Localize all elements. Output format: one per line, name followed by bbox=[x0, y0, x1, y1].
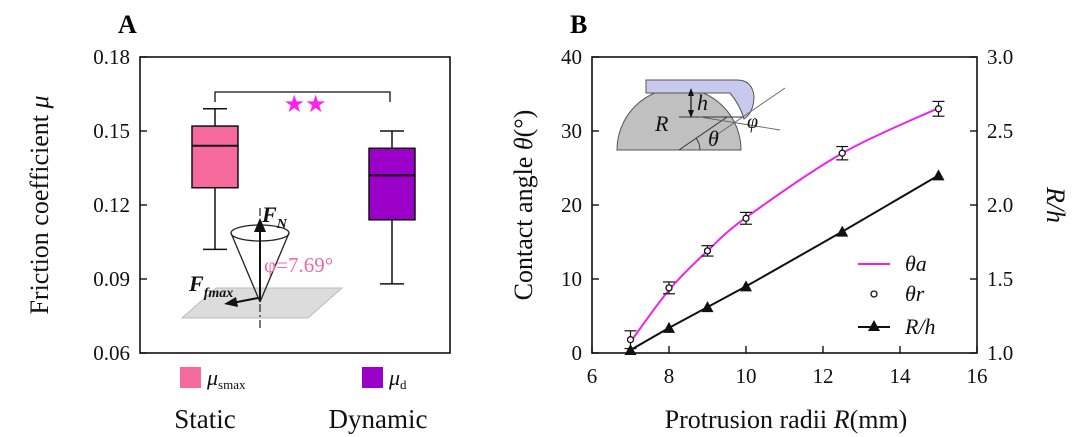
protrusion-inset: R h θ φ bbox=[616, 79, 786, 151]
y-tick-label: 30 bbox=[561, 119, 582, 143]
y2-tick-label: 2.0 bbox=[987, 193, 1013, 217]
panel-b-x-title: Protrusion radii R(mm) bbox=[665, 405, 908, 434]
panel-a-label: A bbox=[118, 10, 137, 39]
inset-h-label: h bbox=[697, 90, 708, 115]
ground-plane bbox=[180, 287, 344, 319]
y-tick-label: 0 bbox=[572, 341, 583, 365]
category-static: Static bbox=[174, 404, 236, 434]
theta-r-point bbox=[934, 105, 943, 113]
y-tick-label: 10 bbox=[561, 267, 582, 291]
panel-b-y-ticks: 0 10 20 30 40 bbox=[561, 45, 599, 365]
box-body bbox=[191, 125, 239, 189]
y-tick-label: 0.06 bbox=[93, 341, 130, 365]
y2-tick-label: 3.0 bbox=[987, 45, 1013, 69]
inset-theta-label: θ bbox=[708, 126, 719, 151]
protrusion-shape bbox=[616, 87, 742, 151]
x-tick-label: 6 bbox=[587, 364, 598, 388]
fn-label: FN bbox=[261, 202, 288, 232]
panel-a-legend: μsmax μd bbox=[180, 365, 407, 392]
x-tick-label: 10 bbox=[736, 364, 757, 388]
legend-swatch-static bbox=[180, 367, 201, 388]
y2-tick-label: 2.5 bbox=[987, 119, 1013, 143]
panel-a-y-ticks: 0.06 0.09 0.12 0.15 0.18 bbox=[93, 45, 147, 365]
rh-marker bbox=[836, 225, 849, 237]
y-tick-label: 20 bbox=[561, 193, 582, 217]
panel-b-y-title: Contact angle θ(°) bbox=[509, 110, 538, 301]
fn-arrowhead bbox=[254, 218, 266, 232]
panel-b-legend: θa θr R/h bbox=[858, 251, 936, 339]
panel-b-series bbox=[624, 100, 945, 356]
box-body bbox=[368, 147, 416, 221]
rh-marker bbox=[932, 169, 945, 181]
x-tick-label: 8 bbox=[664, 364, 675, 388]
category-dynamic: Dynamic bbox=[329, 404, 428, 434]
h-arrowhead-bottom bbox=[688, 110, 694, 118]
legend-swatch-dynamic bbox=[362, 367, 383, 388]
rh-marker bbox=[624, 344, 637, 356]
x-tick-label: 12 bbox=[813, 364, 834, 388]
theta-r-point bbox=[742, 214, 750, 222]
panel-a-y-title: Friction coefficient μ bbox=[25, 95, 54, 314]
legend-label-theta-r: θr bbox=[905, 281, 925, 306]
inset-r-label: R bbox=[654, 111, 669, 136]
theta-r-point bbox=[703, 247, 712, 255]
theta-arc bbox=[695, 137, 701, 151]
y-tick-label: 0.15 bbox=[93, 119, 130, 143]
significance-stars: ★★ bbox=[283, 92, 326, 118]
significance-bracket bbox=[214, 91, 391, 102]
theta-r-point bbox=[838, 149, 846, 157]
y-tick-label: 0.18 bbox=[93, 45, 130, 69]
series-rh-line bbox=[630, 174, 940, 351]
theta-r-point bbox=[626, 336, 635, 344]
box-plots bbox=[191, 108, 416, 285]
y-tick-label: 0.09 bbox=[93, 267, 130, 291]
panel-b: 6 8 10 12 14 16 0 10 20 30 40 1.0 1.5 2.0 2.5 3.0 Con… bbox=[509, 45, 1070, 434]
x-tick-label: 16 bbox=[967, 364, 988, 388]
rh-marker bbox=[663, 321, 675, 333]
panel-a: 0.06 0.09 0.12 0.15 0.18 Friction coefficien… bbox=[25, 45, 451, 434]
h-arrowhead-top bbox=[688, 88, 694, 96]
inset-phi-label: φ bbox=[747, 111, 758, 133]
y-tick-label: 40 bbox=[561, 45, 582, 69]
y2-tick-label: 1.0 bbox=[987, 341, 1013, 365]
panel-b-y2-title: R/h bbox=[1041, 186, 1070, 223]
rh-marker bbox=[701, 301, 714, 313]
angle-label: φ=7.69° bbox=[264, 253, 333, 277]
y2-tick-label: 1.5 bbox=[987, 267, 1013, 291]
radius-line bbox=[678, 116, 728, 151]
legend-label-dynamic: μd bbox=[388, 365, 407, 392]
cone-right bbox=[259, 232, 290, 303]
tangent-line bbox=[714, 87, 786, 137]
tangent-line-2 bbox=[699, 116, 781, 131]
legend-marker-rh bbox=[868, 320, 880, 331]
legend-label-static: μsmax bbox=[206, 365, 246, 392]
legend-marker-theta-r bbox=[870, 290, 878, 298]
x-tick-label: 14 bbox=[890, 364, 912, 388]
friction-cone-inset: FN Ffmax φ=7.69° bbox=[180, 202, 344, 328]
rh-marker bbox=[740, 280, 752, 292]
ff-arrowhead bbox=[224, 297, 238, 307]
legend-label-theta-a: θa bbox=[905, 251, 927, 276]
panel-b-x-ticks: 6 8 10 12 14 16 bbox=[587, 346, 988, 388]
theta-r-point bbox=[665, 284, 673, 292]
legend-label-rh: R/h bbox=[904, 314, 936, 339]
y-tick-label: 0.12 bbox=[93, 193, 130, 217]
cone-left bbox=[230, 232, 261, 303]
panel-b-label: B bbox=[570, 10, 587, 39]
panel-b-y2-ticks: 1.0 1.5 2.0 2.5 3.0 bbox=[970, 45, 1013, 365]
series-theta-a-curve bbox=[629, 107, 939, 343]
ff-label: Ffmax bbox=[188, 271, 233, 301]
